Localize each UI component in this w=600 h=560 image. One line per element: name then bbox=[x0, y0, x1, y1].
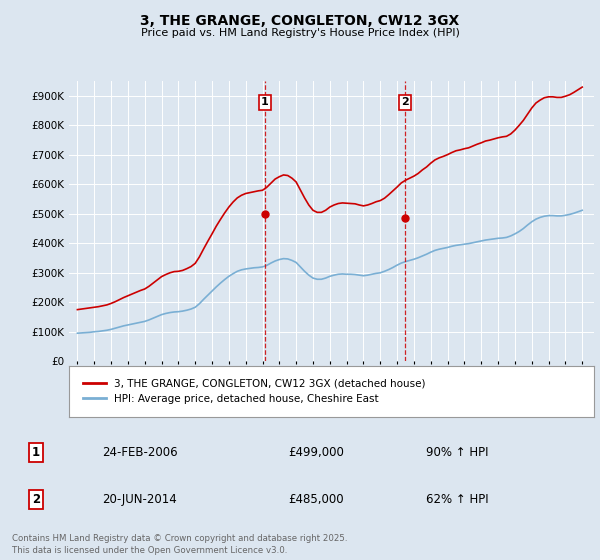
Text: 20-JUN-2014: 20-JUN-2014 bbox=[102, 493, 177, 506]
Text: 1: 1 bbox=[261, 97, 269, 108]
Text: 2: 2 bbox=[32, 493, 40, 506]
Legend: 3, THE GRANGE, CONGLETON, CW12 3GX (detached house), HPI: Average price, detache: 3, THE GRANGE, CONGLETON, CW12 3GX (deta… bbox=[79, 376, 428, 407]
Text: 90% ↑ HPI: 90% ↑ HPI bbox=[426, 446, 488, 459]
Text: 1: 1 bbox=[32, 446, 40, 459]
Text: Price paid vs. HM Land Registry's House Price Index (HPI): Price paid vs. HM Land Registry's House … bbox=[140, 28, 460, 38]
Text: Contains HM Land Registry data © Crown copyright and database right 2025.
This d: Contains HM Land Registry data © Crown c… bbox=[12, 534, 347, 556]
Text: 2: 2 bbox=[401, 97, 409, 108]
Text: 62% ↑ HPI: 62% ↑ HPI bbox=[426, 493, 488, 506]
Text: 24-FEB-2006: 24-FEB-2006 bbox=[102, 446, 178, 459]
Text: 3, THE GRANGE, CONGLETON, CW12 3GX: 3, THE GRANGE, CONGLETON, CW12 3GX bbox=[140, 14, 460, 28]
Text: £499,000: £499,000 bbox=[288, 446, 344, 459]
Text: £485,000: £485,000 bbox=[288, 493, 344, 506]
